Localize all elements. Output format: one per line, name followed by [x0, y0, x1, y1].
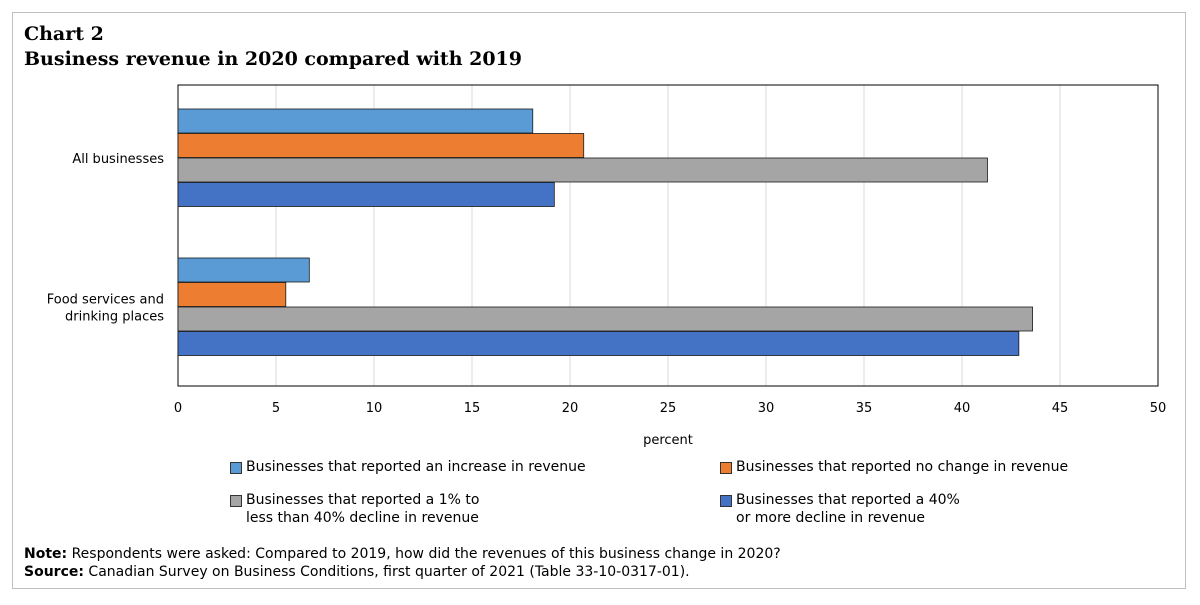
legend-item: Businesses that reported no change in re…	[720, 458, 1068, 476]
x-tick-label: 25	[660, 401, 677, 416]
legend-label-line: Businesses that reported a 1% to	[246, 492, 480, 508]
x-tick-label: 5	[272, 401, 280, 416]
note-text: Respondents were asked: Compared to 2019…	[67, 546, 781, 562]
bar-1-2	[177, 257, 310, 283]
x-tick-label: 50	[1150, 401, 1167, 416]
x-tick-label: 40	[954, 401, 971, 416]
chart-number: Chart 2	[24, 23, 104, 45]
x-tick-label: 45	[1052, 401, 1069, 416]
legend-item: Businesses that reported a 1% to less tha…	[230, 491, 479, 527]
x-tick-label: 0	[174, 401, 182, 416]
x-tick-label: 15	[464, 401, 481, 416]
legend-label: Businesses that reported a 1% to less tha…	[246, 491, 479, 527]
bar-2-2	[177, 282, 287, 307]
bar-2-1	[177, 133, 585, 158]
legend-swatch	[230, 495, 242, 507]
category-label: All businesses	[72, 152, 164, 167]
legend-label-line: Businesses that reported a 40%	[736, 492, 960, 508]
x-tick-label: 10	[366, 401, 383, 416]
chart-title-block: Chart 2 Business revenue in 2020 compare…	[24, 22, 522, 72]
note-line: Note: Respondents were asked: Compared t…	[24, 545, 781, 563]
legend-label-line: or more decline in revenue	[736, 510, 925, 526]
bar-4-1	[177, 182, 555, 207]
note-label: Note:	[24, 546, 68, 562]
source-label: Source:	[24, 564, 84, 580]
bar-3-1	[177, 157, 988, 183]
legend-item: Businesses that reported a 40% or more de…	[720, 491, 960, 527]
legend-label-line: less than 40% decline in revenue	[246, 510, 479, 526]
chart-frame	[12, 12, 1186, 589]
bar-3-2	[177, 306, 1033, 332]
chart-notes: Note: Respondents were asked: Compared t…	[24, 545, 781, 581]
category-label: drinking places	[65, 310, 164, 325]
legend-label-line: Businesses that reported no change in re…	[736, 459, 1069, 475]
source-text: Canadian Survey on Business Conditions, …	[83, 564, 690, 580]
legend-item: Businesses that reported an increase in …	[230, 458, 586, 476]
legend-label-line: Businesses that reported an increase in …	[246, 459, 586, 475]
source-line: Source: Canadian Survey on Business Cond…	[24, 563, 781, 581]
legend-swatch	[720, 462, 732, 474]
bar-1-1	[177, 108, 534, 134]
legend-label: Businesses that reported an increase in …	[246, 458, 586, 476]
legend-swatch	[230, 462, 242, 474]
legend-swatch	[720, 495, 732, 507]
x-tick-label: 20	[562, 401, 579, 416]
chart-title: Business revenue in 2020 compared with 2…	[24, 48, 522, 70]
bar-chart: All businesses Food services and drinking …	[47, 84, 1167, 448]
legend-label: Businesses that reported no change in re…	[736, 458, 1068, 476]
bar-4-2	[177, 331, 1020, 356]
x-tick-label: 35	[856, 401, 873, 416]
x-tick-label: 30	[758, 401, 775, 416]
legend-label: Businesses that reported a 40% or more de…	[736, 491, 960, 527]
x-axis-label: percent	[643, 433, 693, 448]
plot-area-border	[177, 84, 1159, 387]
category-label: Food services and	[47, 293, 164, 308]
